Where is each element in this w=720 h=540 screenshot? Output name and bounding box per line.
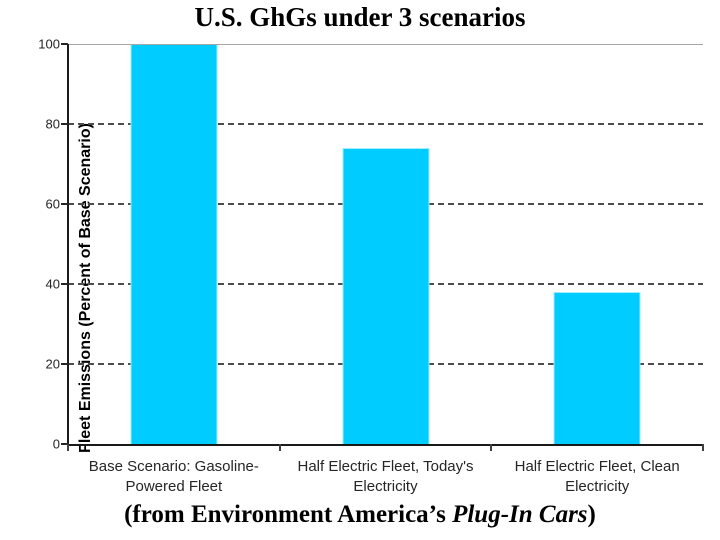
bar-2 [342,148,429,444]
x-tick-mark-2 [490,444,493,451]
bar-1 [130,44,218,444]
y-axis-line [67,44,69,444]
chart-title: U.S. GhGs under 3 scenarios [194,2,526,32]
x-tick-mark-0 [67,444,69,451]
x-tick-mark-1 [278,444,281,451]
y-tick-label-20: 20 [45,356,60,372]
x-axis-category-label-2: Half Electric Fleet, Today's Electricity [297,458,474,495]
x-axis-category-label-3: Half Electric Fleet, Clean Electricity [514,458,680,495]
y-tick-label-60: 60 [45,196,60,212]
x-tick-mark-3 [702,444,704,451]
x-axis-line [67,444,704,446]
caption-italic-title: Plug-In Cars [452,501,588,528]
y-tick-mark-60 [61,203,68,205]
caption-prefix: (from Environment America’s [124,501,453,528]
y-tick-mark-20 [61,363,68,365]
y-axis-title: Fleet Emissions (Percent of Base Scenari… [77,123,94,453]
y-tick-label-100: 100 [38,36,60,52]
bar-3 [553,292,641,444]
plot-top-border [68,44,703,45]
y-tick-label-80: 80 [45,116,60,132]
y-tick-label-0: 0 [52,436,60,452]
x-axis-category-label-1: Base Scenario: Gasoline- Powered Fleet [88,458,259,495]
plot-area: Fleet Emissions (Percent of Base Scenari… [38,38,704,495]
y-tick-mark-40 [61,283,68,285]
y-tick-mark-0 [61,443,68,445]
source-caption: (from Environment America’s Plug-In Cars… [0,501,720,529]
y-tick-mark-100 [61,43,68,45]
caption-suffix: ) [587,501,596,528]
y-tick-label-40: 40 [45,276,60,292]
y-tick-mark-80 [61,123,68,125]
gridline-80 [68,123,703,125]
